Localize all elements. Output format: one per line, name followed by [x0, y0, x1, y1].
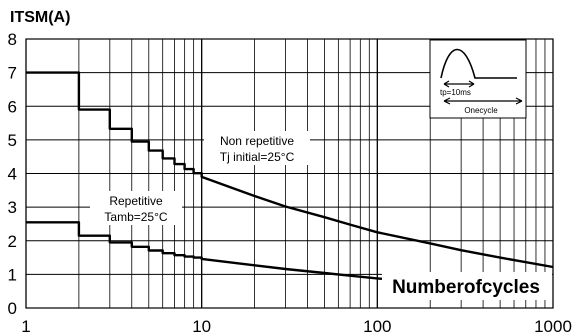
- pulse-inset: tp=10ms Onecycle: [430, 40, 526, 118]
- y-tick-label: 3: [8, 198, 17, 217]
- tp-label: tp=10ms: [440, 88, 471, 97]
- y-tick-label: 6: [8, 97, 17, 116]
- x-tick-label: 100: [363, 317, 391, 336]
- repetitive-label-line2: Tamb=25°C: [104, 210, 167, 224]
- x-tick-label: 1000: [534, 317, 572, 336]
- x-tick-label: 10: [192, 317, 211, 336]
- x-tick-label: 1: [21, 317, 30, 336]
- cycle-label: Onecycle: [464, 106, 498, 115]
- y-tick-label: 0: [8, 299, 17, 318]
- repetitive-label-line1: Repetitive: [109, 194, 163, 208]
- y-tick-label: 1: [8, 265, 17, 284]
- y-tick-label: 8: [8, 30, 17, 49]
- non-repetitive-label-line1: Non repetitive: [220, 134, 294, 148]
- x-axis-label: Numberofcycles: [392, 277, 540, 298]
- annotation-repetitive: Repetitive Tamb=25°C: [90, 191, 182, 225]
- non-repetitive-label-line2: Tj initial=25°C: [220, 150, 295, 164]
- annotation-non-repetitive: Non repetitive Tj initial=25°C: [204, 131, 310, 165]
- y-tick-label: 7: [8, 64, 17, 83]
- y-axis-label: ITSM(A): [10, 9, 70, 26]
- y-tick-label: 2: [8, 232, 17, 251]
- y-tick-label: 4: [8, 165, 17, 184]
- y-tick-label: 5: [8, 131, 17, 150]
